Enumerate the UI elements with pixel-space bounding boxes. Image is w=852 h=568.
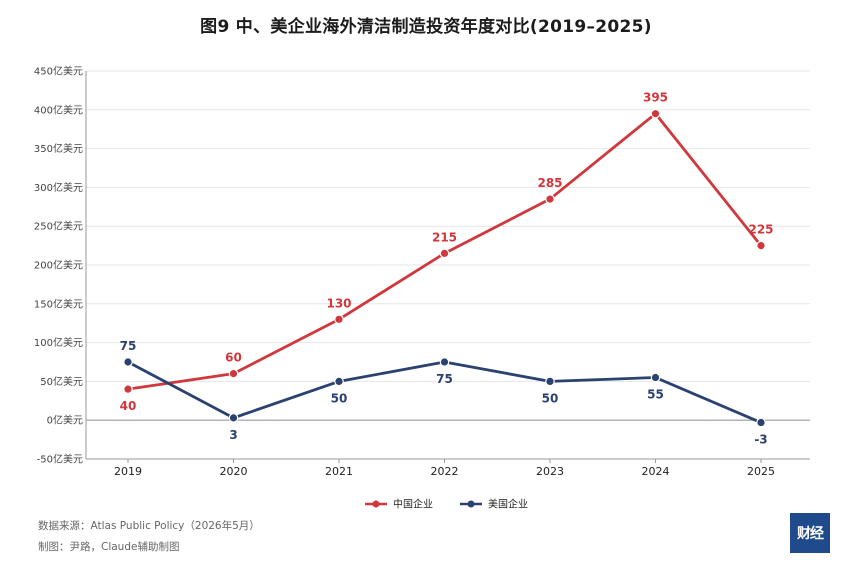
data-point [545, 194, 555, 204]
y-tick-label: 450亿美元 [34, 65, 83, 78]
y-tick-label: 150亿美元 [34, 297, 83, 310]
data-label: 40 [120, 399, 137, 413]
legend-label: 中国企业 [393, 498, 433, 511]
data-label: 60 [225, 351, 242, 365]
data-label: 55 [647, 388, 664, 402]
caijing-logo: 财经 [790, 513, 830, 553]
data-point [228, 413, 239, 423]
data-label: -3 [754, 433, 767, 447]
x-tick-label: 2025 [747, 465, 775, 478]
data-point [545, 376, 555, 387]
data-point [123, 384, 133, 394]
data-point [756, 417, 766, 428]
data-label: 50 [542, 391, 559, 405]
legend-swatch-marker [467, 500, 475, 508]
data-point [650, 372, 661, 383]
legend-label: 美国企业 [488, 498, 528, 511]
data-point [650, 108, 661, 119]
y-tick-label: 300亿美元 [34, 181, 83, 194]
data-label: 130 [326, 296, 351, 310]
legend-swatch-marker [372, 500, 380, 508]
data-point [439, 357, 450, 367]
x-tick-label: 2022 [431, 465, 459, 478]
data-point [756, 240, 766, 251]
y-tick-label: -50亿美元 [37, 453, 83, 466]
x-tick-label: 2019 [114, 465, 142, 478]
y-tick-label: 100亿美元 [34, 336, 83, 349]
y-tick-label: 0亿美元 [47, 414, 83, 427]
data-label: 215 [432, 230, 457, 244]
data-label: 395 [643, 91, 668, 105]
data-label: 75 [436, 372, 453, 386]
source-note: 数据来源：Atlas Public Policy（2026年5月） [38, 520, 260, 532]
credit-note: 制图：尹路，Claude辅助制图 [38, 541, 180, 553]
data-point [334, 376, 344, 387]
y-tick-label: 400亿美元 [34, 103, 83, 116]
x-tick-label: 2024 [642, 465, 670, 478]
chart-title: 图9 中、美企业海外清洁制造投资年度对比(2019–2025) [200, 17, 652, 37]
x-tick-label: 2020 [220, 465, 248, 478]
y-tick-label: 50亿美元 [40, 375, 83, 388]
x-tick-label: 2021 [325, 465, 353, 478]
data-label: 3 [229, 428, 237, 442]
data-point [439, 248, 450, 259]
y-tick-label: 250亿美元 [34, 220, 83, 233]
data-label: 285 [537, 176, 562, 190]
data-point [228, 368, 239, 379]
data-point [123, 357, 133, 367]
data-label: 50 [331, 391, 348, 405]
data-label: 75 [120, 339, 137, 353]
data-label: 225 [748, 223, 773, 237]
y-tick-label: 350亿美元 [34, 142, 83, 155]
data-point [334, 314, 344, 325]
x-tick-label: 2023 [536, 465, 564, 478]
y-tick-label: 200亿美元 [34, 259, 83, 272]
